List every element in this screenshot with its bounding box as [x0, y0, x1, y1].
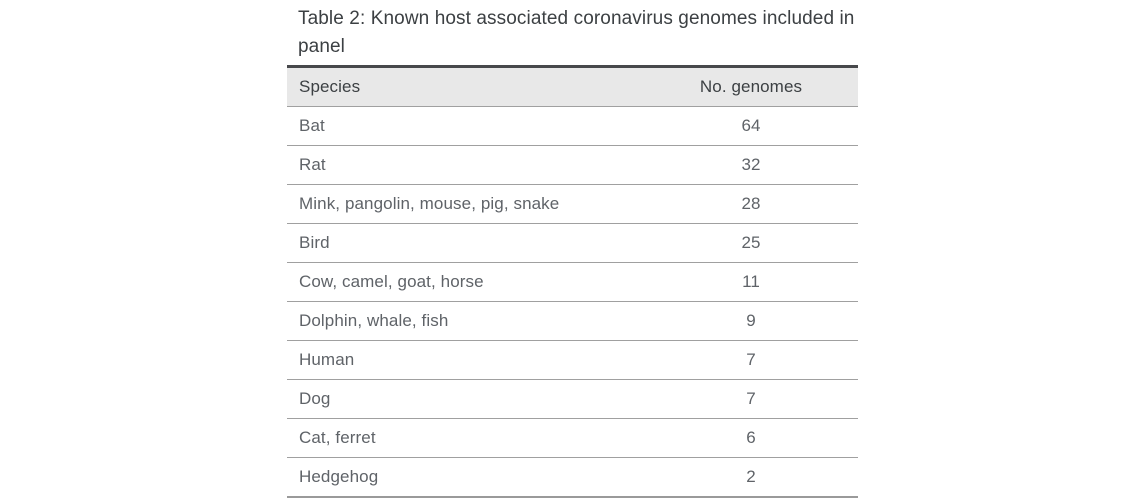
genome-count-cell: 32	[644, 145, 858, 185]
table-row: Bird 25	[287, 223, 858, 263]
column-header-no-genomes: No. genomes	[644, 66, 858, 107]
table-row: Cat, ferret 6	[287, 418, 858, 458]
genome-count-cell: 11	[644, 262, 858, 302]
species-cell: Mink, pangolin, mouse, pig, snake	[287, 184, 644, 224]
species-cell: Cow, camel, goat, horse	[287, 262, 644, 302]
species-cell: Rat	[287, 145, 644, 185]
species-cell: Bird	[287, 223, 644, 263]
table-row: Mink, pangolin, mouse, pig, snake 28	[287, 184, 858, 224]
table-row: Rat 32	[287, 145, 858, 185]
genome-count-cell: 28	[644, 184, 858, 224]
table-row: Cow, camel, goat, horse 11	[287, 262, 858, 302]
table-row: Human 7	[287, 340, 858, 380]
header-row: Species No. genomes	[287, 66, 858, 107]
species-cell: Bat	[287, 106, 644, 146]
genomes-table: Species No. genomes Bat 64 Rat 32 Mink, pang…	[287, 65, 858, 498]
genome-count-cell: 25	[644, 223, 858, 263]
species-cell: Dog	[287, 379, 644, 419]
table-body: Bat 64 Rat 32 Mink, pangolin, mouse, pig, sn…	[287, 106, 858, 497]
table-caption: Table 2: Known host associated coronavir…	[298, 8, 855, 57]
table-header: Species No. genomes	[287, 66, 858, 107]
genome-count-cell: 6	[644, 418, 858, 458]
genome-count-cell: 7	[644, 379, 858, 419]
genome-count-cell: 9	[644, 301, 858, 341]
species-cell: Hedgehog	[287, 457, 644, 497]
species-cell: Human	[287, 340, 644, 380]
table-row: Dog 7	[287, 379, 858, 419]
genome-count-cell: 7	[644, 340, 858, 380]
table-row: Dolphin, whale, fish 9	[287, 301, 858, 341]
table-container: Table 2: Known host associated coronavir…	[287, 0, 858, 498]
species-cell: Dolphin, whale, fish	[287, 301, 644, 341]
column-header-species: Species	[287, 66, 644, 107]
genome-count-cell: 2	[644, 457, 858, 497]
table-row: Bat 64	[287, 106, 858, 146]
table-row: Hedgehog 2	[287, 457, 858, 497]
genome-count-cell: 64	[644, 106, 858, 146]
species-cell: Cat, ferret	[287, 418, 644, 458]
